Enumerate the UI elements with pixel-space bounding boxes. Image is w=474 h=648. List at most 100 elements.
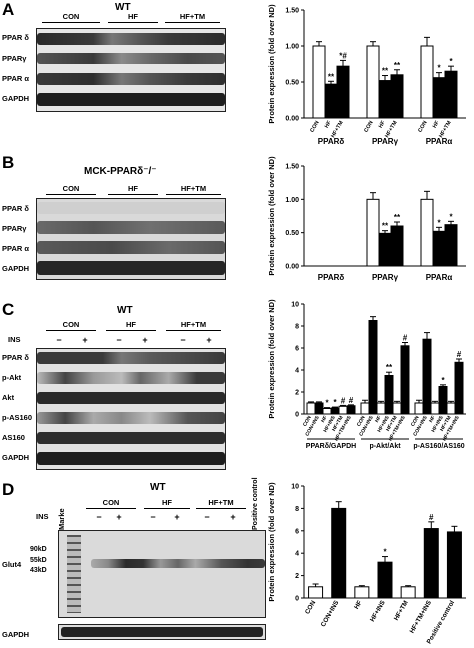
group-label: PPARδ <box>318 137 345 146</box>
significance-mark: * <box>437 218 441 227</box>
blot-row-label: p-AS160 <box>2 413 33 422</box>
gapdh-label: GAPDH <box>2 630 30 639</box>
mw-label: 90kD <box>30 546 47 553</box>
blot-row-label: PPAR α <box>2 244 29 253</box>
group-bracket <box>196 508 246 509</box>
treatment-sign: − <box>96 512 102 522</box>
group-label: PPARα <box>426 273 453 282</box>
treatment-sign: + <box>230 512 236 522</box>
category-label: HF+INS <box>369 599 387 623</box>
significance-mark: # <box>457 350 462 359</box>
group-label: PPARδ <box>318 273 345 282</box>
bar-label: HF <box>428 415 437 424</box>
category-label: HF+TM+INS <box>409 599 434 635</box>
treatment-sign: + <box>142 335 148 345</box>
significance-mark: ** <box>382 222 389 231</box>
bar <box>308 586 324 599</box>
group-bracket <box>166 194 221 195</box>
group-bracket <box>46 194 96 195</box>
chart-insulin-signaling: 0 2 4 6 8 10 Protein expression (fold over ND)… <box>267 299 466 450</box>
group-bracket <box>46 330 96 331</box>
y-tick-label: 2 <box>295 573 299 580</box>
panel-letter: A <box>2 0 15 19</box>
y-tick-label: 0.50 <box>285 230 299 237</box>
group-bracket <box>165 22 220 23</box>
bar <box>338 405 348 415</box>
western-blot-image <box>36 198 226 280</box>
group-label: HF+TM <box>208 498 234 507</box>
bar-label: HF <box>374 415 383 424</box>
bar <box>330 407 340 415</box>
group-bracket <box>108 194 158 195</box>
y-tick-label: 6 <box>295 528 299 535</box>
treatment-sign: − <box>180 335 186 345</box>
bar-label: HF <box>320 415 329 424</box>
group-bracket <box>166 330 221 331</box>
bar <box>390 74 404 119</box>
bar <box>423 528 439 599</box>
bar <box>454 361 464 415</box>
blot-row-label: Akt <box>2 393 15 402</box>
panel-title: MCK-PPARδ⁻/⁻ <box>84 166 157 177</box>
mw-label: 55kD <box>30 557 47 564</box>
bar-label: CON <box>302 415 313 428</box>
significance-mark: ** <box>386 363 393 372</box>
group-label: PPARγ <box>372 273 399 282</box>
glut4-blot-image <box>58 530 266 618</box>
group-label: p-AS160/AS160 <box>413 443 464 450</box>
bar <box>432 230 446 267</box>
bar-label: CON <box>309 120 320 134</box>
significance-mark: # <box>341 396 346 405</box>
bar-label: HF <box>432 119 441 129</box>
y-tick-label: 0 <box>295 412 299 419</box>
western-blot-image <box>36 348 226 470</box>
bar <box>366 198 380 267</box>
treatment-sign: + <box>82 335 88 345</box>
group-label: HF+TM <box>180 184 207 193</box>
group-label: CON <box>62 12 80 21</box>
mw-label: 43kD <box>30 567 47 574</box>
y-tick-label: 1.50 <box>285 164 299 171</box>
y-tick-label: 4 <box>295 368 299 375</box>
blot-row-label: PPAR δ <box>2 33 29 42</box>
chart-ppar-ko: 0.00 0.50 1.00 1.50 Protein expression (fold… <box>267 156 466 282</box>
bar <box>312 45 326 119</box>
significance-mark: ** <box>394 61 401 70</box>
bar-label: CON <box>363 120 374 134</box>
group-label: p-Akt/Akt <box>369 443 401 450</box>
group-label: HF <box>128 12 138 21</box>
bar-label: CON <box>417 120 428 134</box>
bar <box>378 80 392 119</box>
treatment-sign: − <box>150 512 156 522</box>
bar <box>376 402 386 415</box>
y-tick-label: 2 <box>295 390 299 397</box>
bar-label: CON <box>356 415 367 428</box>
bar <box>377 561 393 599</box>
significance-mark: # <box>403 334 408 343</box>
blot-row-label: GAPDH <box>2 453 30 462</box>
y-tick-label: 8 <box>295 324 299 331</box>
treatment-sign: + <box>116 512 122 522</box>
y-tick-label: 4 <box>295 551 299 558</box>
y-tick-label: 8 <box>295 506 299 513</box>
significance-mark: * <box>449 212 453 221</box>
group-label: HF <box>128 184 138 193</box>
significance-mark: * <box>383 548 387 557</box>
western-blot-image <box>36 28 226 112</box>
chart-ppar-wt: 0.00 0.50 1.00 1.50 Protein expression (fold… <box>267 4 466 146</box>
bar <box>444 224 458 267</box>
bar <box>400 586 416 599</box>
y-tick-label: 0.00 <box>285 264 299 271</box>
blot-row-label: GAPDH <box>2 264 30 273</box>
group-label: HF+TM <box>180 320 207 329</box>
bar <box>446 531 462 599</box>
significance-mark: * <box>325 399 329 408</box>
bar <box>400 345 410 415</box>
group-label: PPARδ/GAPDH <box>306 443 356 450</box>
group-bracket <box>86 508 136 509</box>
bar <box>306 402 316 415</box>
bar <box>322 408 332 415</box>
bar <box>444 70 458 119</box>
group-label: PPARγ <box>372 137 399 146</box>
category-label: CON+INS <box>320 599 341 628</box>
